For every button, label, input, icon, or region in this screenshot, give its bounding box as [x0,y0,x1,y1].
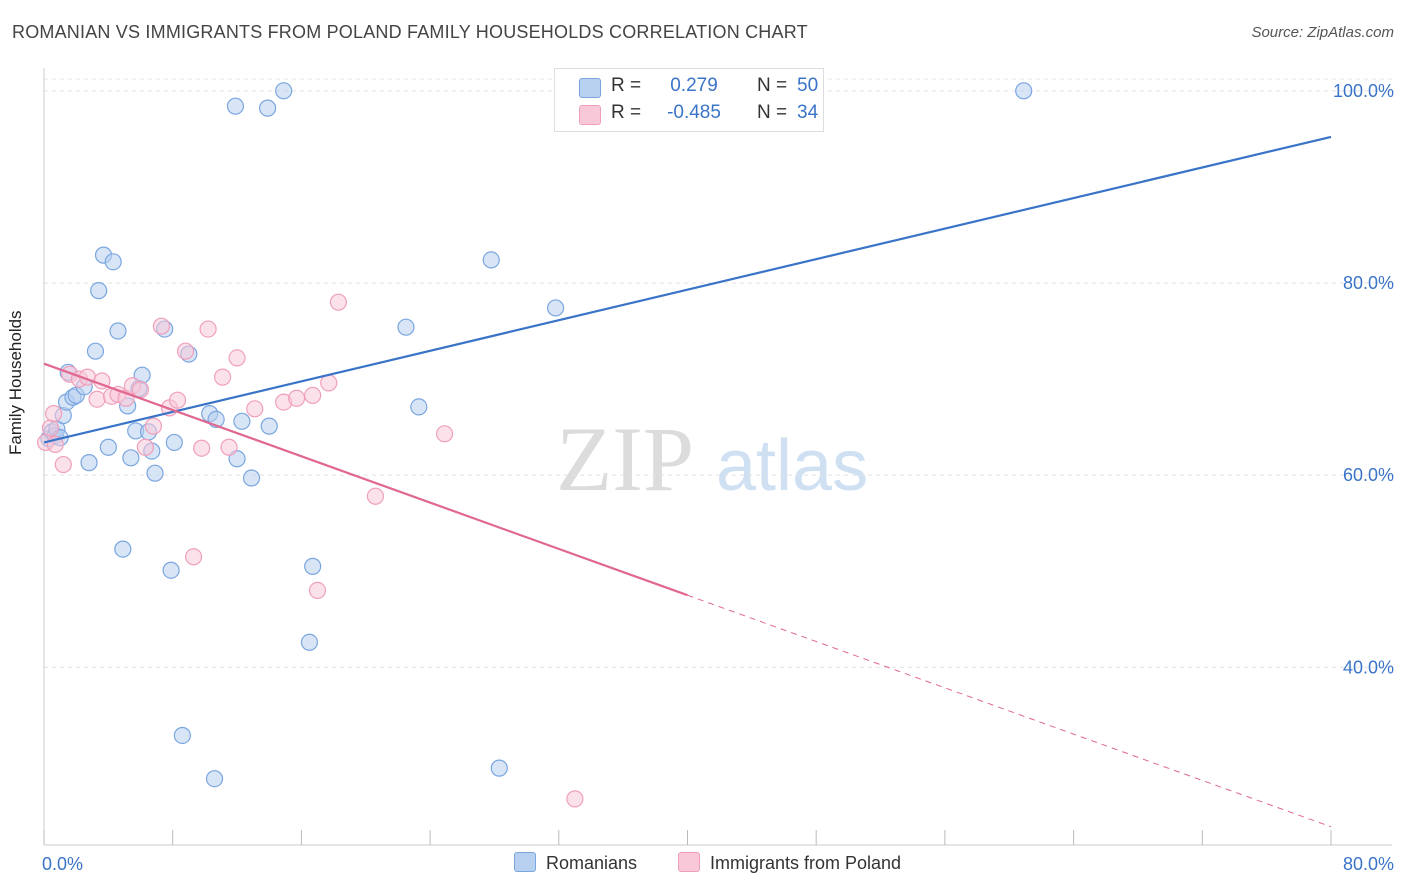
data-point-romanians [104,253,122,271]
r-value: -0.485 [667,102,721,123]
watermark-atlas: atlas [716,426,868,506]
r-value: 0.279 [670,75,718,96]
data-point-romanians [114,540,132,558]
data-point-romanians [1015,82,1033,100]
data-point-poland [144,417,162,435]
y-tick-label: 40.0% [1343,657,1394,677]
data-point-romanians [80,454,98,472]
data-point-poland [366,487,385,505]
data-point-romanians [146,464,164,482]
data-point-poland [199,320,217,338]
source-label: Source: ZipAtlas.com [1251,24,1394,41]
data-point-romanians [259,99,277,117]
data-point-romanians [410,398,428,416]
data-point-poland [213,368,232,386]
data-point-poland [329,293,348,311]
data-point-romanians [122,449,140,467]
data-point-romanians [233,412,251,430]
data-point-romanians [275,82,293,100]
bottom-legend-romanians: Romanians [514,852,637,874]
n-label: N = [757,102,788,123]
data-point-poland [185,548,203,566]
data-point-poland [136,438,154,456]
data-point-romanians [165,433,183,452]
bottom-legend-label-poland: Immigrants from Poland [710,853,902,873]
watermark-zip: ZIP [556,408,694,510]
n-value: 50 [797,75,819,96]
data-point-poland [566,790,584,808]
data-point-romanians [242,469,261,487]
data-point-romanians [260,417,278,435]
bottom-legend-poland: Immigrants from Poland [678,852,901,874]
legend-swatch-romanians [579,78,601,98]
trendline-romanians [43,135,1332,444]
y-tick-label: 100.0% [1333,81,1394,101]
data-point-poland [220,438,238,456]
legend-swatch-poland [579,105,601,125]
bottom-legend-swatch-poland [678,852,700,872]
bottom-legend-swatch-romanians [514,852,536,872]
data-point-poland [228,349,246,367]
data-point-romanians [226,97,245,115]
data-point-poland [176,342,195,360]
data-point-romanians [397,318,415,336]
n-value: 34 [797,102,819,123]
data-point-romanians [109,322,127,340]
data-point-romanians [304,557,322,575]
n-label: N = [757,75,788,96]
data-point-poland [168,391,187,409]
data-point-poland [45,405,63,423]
data-point-romanians [90,282,108,300]
r-label: R = [611,102,642,123]
data-point-poland [193,439,211,457]
trendline-poland-extension [687,594,1332,828]
data-point-poland [88,390,106,408]
y-tick-label: 80.0% [1343,273,1394,293]
x-tick-label: 0.0% [42,854,83,874]
correlation-legend: R = 0.279 N = 50 R = -0.485 N = 34 [554,68,824,132]
data-point-romanians [490,759,508,777]
data-point-romanians [300,633,319,651]
data-point-romanians [205,770,224,788]
x-tick-label: 80.0% [1343,854,1394,874]
data-point-romanians [546,299,565,317]
data-point-poland [246,400,264,418]
data-point-romanians [162,561,180,579]
chart-title: ROMANIAN VS IMMIGRANTS FROM POLAND FAMIL… [12,22,808,42]
data-point-poland [287,389,306,407]
data-point-romanians [86,342,105,360]
bottom-legend-label-romanians: Romanians [546,853,638,873]
data-point-poland [304,386,322,404]
data-point-romanians [173,726,191,745]
data-point-poland [435,425,454,443]
r-label: R = [611,75,642,96]
data-point-poland [54,455,72,474]
data-point-poland [41,419,60,437]
data-point-poland [131,381,150,399]
data-point-poland [152,317,171,335]
data-point-poland [308,581,327,600]
data-point-romanians [482,251,500,269]
data-point-romanians [99,438,117,456]
trendline-poland [43,362,688,597]
y-tick-label: 60.0% [1343,465,1394,485]
